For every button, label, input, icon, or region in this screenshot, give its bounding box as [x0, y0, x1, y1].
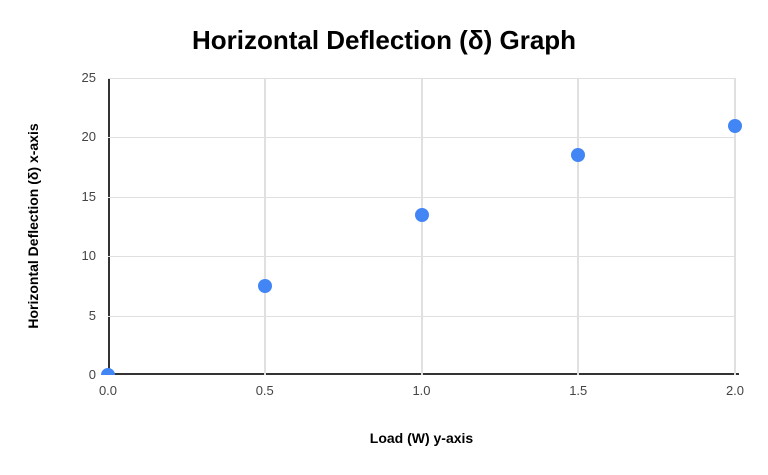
y-axis-tick-label: 5: [88, 307, 96, 323]
y-axis-tick-label: 10: [81, 248, 96, 264]
data-point[interactable]: [728, 118, 742, 133]
data-point[interactable]: [414, 207, 429, 222]
x-axis-tick-label: 1.0: [412, 383, 431, 398]
y-axis-title-text: Horizontal Deflection (δ) x-axis: [25, 123, 41, 329]
vertical-gridline: [577, 78, 580, 375]
vertical-gridline: [420, 78, 423, 375]
plot-area: [108, 78, 739, 375]
vertical-gridline: [734, 78, 736, 375]
y-axis-tick-label: 15: [81, 188, 96, 204]
x-axis-title: Load (W) y-axis: [369, 430, 474, 446]
vertical-gridline: [263, 78, 266, 375]
x-axis-tick-label: 0.5: [255, 383, 274, 398]
chart-title: Horizontal Deflection (δ) Graph: [191, 25, 577, 55]
x-axis-tick-label: 0.0: [98, 383, 118, 398]
y-axis-tick-label: 20: [81, 129, 96, 145]
x-axis-tick-label: 1.5: [569, 383, 588, 398]
x-axis-line: [108, 373, 739, 375]
points-layer: [0, 78, 768, 375]
data-point[interactable]: [101, 368, 115, 375]
y-axis-tick-label: 0: [88, 367, 96, 382]
x-axis-tick-label: 2.0: [725, 383, 745, 398]
data-point[interactable]: [571, 148, 586, 163]
y-axis-tick-label: 25: [81, 70, 96, 85]
y-axis-line: [108, 78, 110, 375]
data-point[interactable]: [257, 278, 272, 293]
